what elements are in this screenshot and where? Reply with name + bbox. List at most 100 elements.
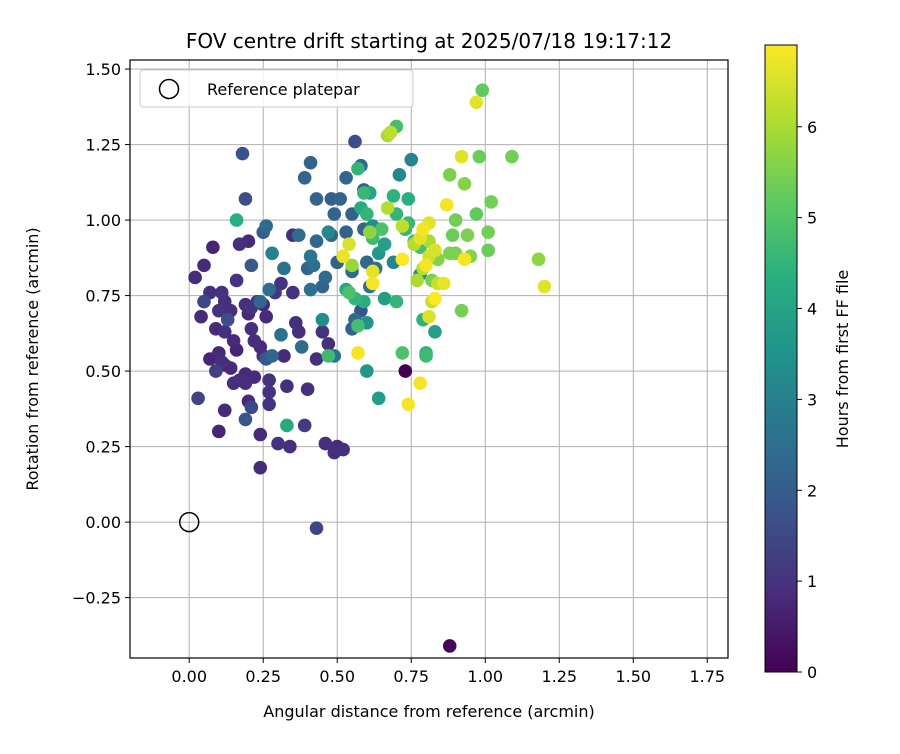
- x-tick-label: 0.25: [245, 667, 281, 686]
- data-point: [484, 195, 498, 209]
- data-point: [389, 294, 404, 309]
- data-point: [392, 167, 407, 182]
- data-point: [280, 379, 294, 393]
- data-point: [274, 328, 288, 342]
- data-point: [342, 285, 356, 300]
- data-point: [277, 261, 291, 276]
- data-point: [413, 376, 427, 390]
- data-point: [469, 95, 484, 110]
- data-point: [380, 201, 395, 215]
- data-point: [342, 237, 356, 252]
- data-point: [271, 436, 285, 451]
- data-point: [401, 397, 416, 412]
- data-point: [277, 349, 291, 363]
- data-point: [253, 427, 268, 442]
- reference-platepar-marker: [178, 511, 200, 533]
- data-point: [321, 225, 336, 239]
- data-point: [321, 349, 336, 363]
- data-point: [377, 291, 392, 306]
- data-point: [197, 258, 211, 273]
- data-point: [404, 152, 419, 167]
- colorbar-tick-label: 1: [807, 572, 817, 591]
- legend-box: [139, 69, 414, 108]
- colorbar-tick-label: 0: [807, 663, 817, 682]
- data-point: [286, 285, 300, 300]
- data-point: [531, 252, 546, 267]
- y-tick-label: 1.50: [85, 60, 121, 79]
- data-point: [360, 207, 374, 221]
- x-tick-label: 1.75: [689, 667, 725, 686]
- data-point: [259, 309, 273, 324]
- data-point: [244, 258, 259, 273]
- data-point: [229, 213, 244, 227]
- data-point: [212, 303, 226, 318]
- data-points: [188, 83, 552, 653]
- data-point: [401, 192, 416, 206]
- colorbar-tick-label: 4: [807, 300, 817, 319]
- data-point: [229, 273, 244, 288]
- x-tick-label: 1.50: [615, 667, 651, 686]
- data-point: [351, 161, 365, 176]
- x-tick-label: 1.25: [541, 667, 577, 686]
- data-point: [244, 321, 259, 336]
- y-tick-label: 0.25: [85, 438, 121, 457]
- data-point: [457, 252, 472, 267]
- data-point: [395, 219, 410, 233]
- data-point: [259, 219, 273, 233]
- data-point: [315, 312, 330, 327]
- colorbar-ticks: 0 1 2 3 4 5 6: [797, 118, 817, 682]
- data-point: [235, 146, 250, 161]
- data-point: [194, 309, 208, 324]
- data-point: [537, 279, 552, 294]
- data-point: [419, 349, 433, 363]
- data-point: [262, 397, 276, 412]
- data-point: [437, 276, 451, 291]
- data-point: [472, 149, 487, 164]
- colorbar: 0 1 2 3 4 5 6 Hours from first FF file: [764, 44, 852, 682]
- data-point: [315, 325, 330, 339]
- data-point: [442, 639, 457, 653]
- data-point: [318, 436, 333, 451]
- data-point: [428, 325, 442, 339]
- data-point: [428, 243, 442, 258]
- data-point: [300, 382, 315, 397]
- x-axis-ticks: 0.00 0.25 0.50 0.75 1.00 1.25 1.50 1.75: [171, 658, 725, 686]
- data-point: [238, 376, 253, 390]
- data-point: [445, 228, 460, 242]
- data-point: [309, 521, 324, 535]
- data-point: [327, 207, 342, 221]
- data-point: [339, 225, 353, 239]
- data-point: [505, 149, 519, 164]
- x-tick-label: 0.75: [393, 667, 429, 686]
- data-point: [419, 258, 433, 273]
- data-point: [265, 246, 279, 261]
- data-point: [294, 340, 309, 354]
- legend-marker: [158, 78, 180, 100]
- data-point: [360, 364, 374, 378]
- data-point: [244, 400, 259, 415]
- colorbar-gradient: [764, 44, 798, 673]
- data-point: [475, 83, 490, 98]
- data-point: [303, 155, 318, 170]
- data-point: [481, 243, 496, 258]
- y-tick-label: −0.25: [72, 589, 121, 608]
- data-point: [336, 249, 350, 264]
- data-point: [357, 186, 371, 200]
- data-point: [383, 125, 398, 140]
- data-point: [226, 334, 241, 348]
- data-point: [280, 418, 294, 433]
- data-point: [428, 291, 442, 306]
- data-point: [442, 167, 457, 182]
- data-point: [291, 325, 306, 339]
- data-point: [365, 276, 380, 291]
- data-point: [457, 177, 472, 191]
- data-point: [454, 303, 469, 318]
- data-point: [336, 442, 350, 457]
- data-point: [362, 225, 377, 239]
- plot-frame: [129, 59, 729, 659]
- data-point: [262, 385, 276, 400]
- data-point: [217, 403, 232, 418]
- data-point: [238, 192, 253, 206]
